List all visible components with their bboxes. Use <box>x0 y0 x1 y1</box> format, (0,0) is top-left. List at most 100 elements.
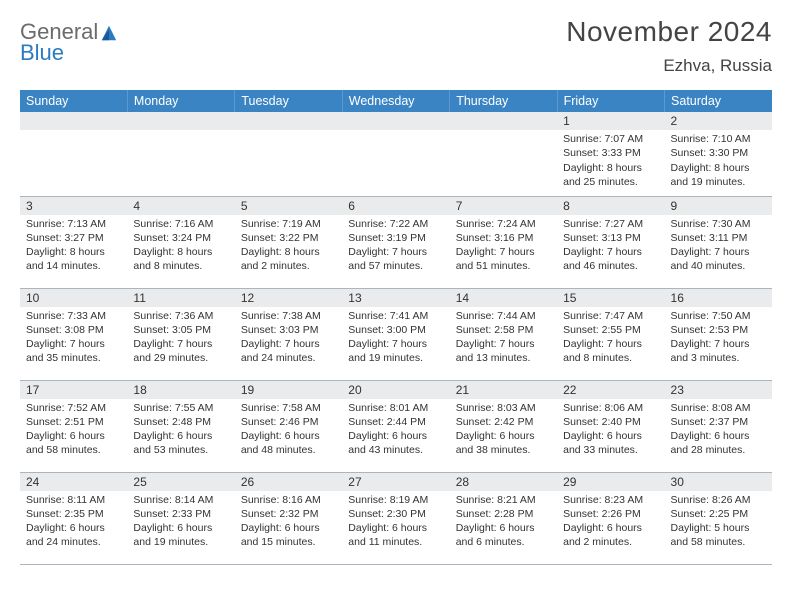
day-number: 8 <box>557 197 664 215</box>
calendar-cell: 6Sunrise: 7:22 AMSunset: 3:19 PMDaylight… <box>342 196 449 288</box>
weekday-header: Tuesday <box>235 90 342 112</box>
sunrise-line: Sunrise: 7:38 AM <box>241 309 336 323</box>
weekday-header: Friday <box>557 90 664 112</box>
weekday-header: Saturday <box>665 90 772 112</box>
calendar-cell <box>450 112 557 196</box>
daylight-line: Daylight: 7 hours and 57 minutes. <box>348 245 443 273</box>
day-number: 26 <box>235 473 342 491</box>
calendar-cell: 19Sunrise: 7:58 AMSunset: 2:46 PMDayligh… <box>235 380 342 472</box>
calendar-cell: 5Sunrise: 7:19 AMSunset: 3:22 PMDaylight… <box>235 196 342 288</box>
calendar-cell: 23Sunrise: 8:08 AMSunset: 2:37 PMDayligh… <box>665 380 772 472</box>
sunrise-line: Sunrise: 7:24 AM <box>456 217 551 231</box>
daylight-line: Daylight: 5 hours and 58 minutes. <box>671 521 766 549</box>
calendar-cell: 17Sunrise: 7:52 AMSunset: 2:51 PMDayligh… <box>20 380 127 472</box>
calendar-cell: 11Sunrise: 7:36 AMSunset: 3:05 PMDayligh… <box>127 288 234 380</box>
calendar-week: 3Sunrise: 7:13 AMSunset: 3:27 PMDaylight… <box>20 196 772 288</box>
day-number <box>450 112 557 130</box>
day-number: 28 <box>450 473 557 491</box>
calendar-cell: 21Sunrise: 8:03 AMSunset: 2:42 PMDayligh… <box>450 380 557 472</box>
calendar-cell: 24Sunrise: 8:11 AMSunset: 2:35 PMDayligh… <box>20 472 127 564</box>
calendar-week: 17Sunrise: 7:52 AMSunset: 2:51 PMDayligh… <box>20 380 772 472</box>
day-number: 22 <box>557 381 664 399</box>
day-body: Sunrise: 7:55 AMSunset: 2:48 PMDaylight:… <box>127 399 234 462</box>
day-body: Sunrise: 7:36 AMSunset: 3:05 PMDaylight:… <box>127 307 234 370</box>
sunrise-line: Sunrise: 8:21 AM <box>456 493 551 507</box>
day-number: 1 <box>557 112 664 130</box>
sunrise-line: Sunrise: 7:36 AM <box>133 309 228 323</box>
day-body: Sunrise: 8:16 AMSunset: 2:32 PMDaylight:… <box>235 491 342 554</box>
day-body: Sunrise: 7:52 AMSunset: 2:51 PMDaylight:… <box>20 399 127 462</box>
calendar-body: 1 Sunrise: 7:07 AMSunset: 3:33 PM Daylight… <box>20 112 772 564</box>
calendar-cell: 22Sunrise: 8:06 AMSunset: 2:40 PMDayligh… <box>557 380 664 472</box>
calendar-cell <box>127 112 234 196</box>
sunrise-line: Sunrise: 7:13 AM <box>26 217 121 231</box>
sunset-line: Sunset: 2:40 PM <box>563 415 658 429</box>
calendar-cell <box>235 112 342 196</box>
daylight-line: Daylight: 6 hours and 15 minutes. <box>241 521 336 549</box>
calendar-cell <box>20 112 127 196</box>
sunset-line: Sunset: 3:13 PM <box>563 231 658 245</box>
day-number: 3 <box>20 197 127 215</box>
sunset-line: Sunset: 3:16 PM <box>456 231 551 245</box>
day-number: 9 <box>665 197 772 215</box>
sunset-line: Sunset: 3:00 PM <box>348 323 443 337</box>
sunrise-line: Sunrise: 8:11 AM <box>26 493 121 507</box>
day-body: Sunrise: 7:58 AMSunset: 2:46 PMDaylight:… <box>235 399 342 462</box>
day-number: 12 <box>235 289 342 307</box>
calendar-cell: 4Sunrise: 7:16 AMSunset: 3:24 PMDaylight… <box>127 196 234 288</box>
sunset-line: Sunset: 2:53 PM <box>671 323 766 337</box>
sunset-line: Sunset: 2:32 PM <box>241 507 336 521</box>
calendar-cell: 13Sunrise: 7:41 AMSunset: 3:00 PMDayligh… <box>342 288 449 380</box>
calendar-cell: 8 Sunrise: 7:27 AMSunset: 3:13 PMDaylight… <box>557 196 664 288</box>
sunset-line: Sunset: 3:30 PM <box>671 146 766 160</box>
day-body: Sunrise: 7:10 AMSunset: 3:30 PMDaylight:… <box>665 130 772 193</box>
day-number: 23 <box>665 381 772 399</box>
day-number: 19 <box>235 381 342 399</box>
sunset-line: Sunset: 2:44 PM <box>348 415 443 429</box>
sunrise-line: Sunrise: 7:44 AM <box>456 309 551 323</box>
day-body: Sunrise: 7:24 AMSunset: 3:16 PMDaylight:… <box>450 215 557 278</box>
sunrise-line: Sunrise: 7:27 AM <box>563 217 658 231</box>
daylight-line: Daylight: 6 hours and 11 minutes. <box>348 521 443 549</box>
sunset-line: Sunset: 2:55 PM <box>563 323 658 337</box>
day-body: Sunrise: 7:19 AMSunset: 3:22 PMDaylight:… <box>235 215 342 278</box>
calendar-cell: 2Sunrise: 7:10 AMSunset: 3:30 PMDaylight… <box>665 112 772 196</box>
daylight-line: Daylight: 8 hours and 19 minutes. <box>671 161 766 189</box>
calendar-cell: 25Sunrise: 8:14 AMSunset: 2:33 PMDayligh… <box>127 472 234 564</box>
day-number: 24 <box>20 473 127 491</box>
day-number: 5 <box>235 197 342 215</box>
day-number: 4 <box>127 197 234 215</box>
day-number: 18 <box>127 381 234 399</box>
daylight-line: Daylight: 7 hours and 46 minutes. <box>563 245 658 273</box>
sunrise-line: Sunrise: 8:26 AM <box>671 493 766 507</box>
day-number: 16 <box>665 289 772 307</box>
sunrise-line: Sunrise: 7:19 AM <box>241 217 336 231</box>
daylight-line: Daylight: 6 hours and 19 minutes. <box>133 521 228 549</box>
sunrise-line: Sunrise: 7:07 AM <box>563 132 658 146</box>
daylight-line: Daylight: 7 hours and 29 minutes. <box>133 337 228 365</box>
sunrise-line: Sunrise: 7:22 AM <box>348 217 443 231</box>
day-number: 17 <box>20 381 127 399</box>
sunrise-line: Sunrise: 8:19 AM <box>348 493 443 507</box>
sunrise-line: Sunrise: 7:58 AM <box>241 401 336 415</box>
daylight-line: Daylight: 7 hours and 19 minutes. <box>348 337 443 365</box>
sunset-line: Sunset: 2:35 PM <box>26 507 121 521</box>
location: Ezhva, Russia <box>566 56 772 76</box>
calendar-cell: 9Sunrise: 7:30 AMSunset: 3:11 PMDaylight… <box>665 196 772 288</box>
calendar-cell: 14Sunrise: 7:44 AMSunset: 2:58 PMDayligh… <box>450 288 557 380</box>
sunrise-line: Sunrise: 8:08 AM <box>671 401 766 415</box>
sail-icon <box>100 24 118 42</box>
day-number: 25 <box>127 473 234 491</box>
daylight-line: Daylight: 7 hours and 35 minutes. <box>26 337 121 365</box>
day-number: 27 <box>342 473 449 491</box>
sunset-line: Sunset: 2:48 PM <box>133 415 228 429</box>
sunset-line: Sunset: 3:11 PM <box>671 231 766 245</box>
sunrise-line: Sunrise: 7:50 AM <box>671 309 766 323</box>
month-title: November 2024 <box>566 16 772 48</box>
day-number: 7 <box>450 197 557 215</box>
day-body: Sunrise: 8:06 AMSunset: 2:40 PMDaylight:… <box>557 399 664 462</box>
sunrise-line: Sunrise: 7:10 AM <box>671 132 766 146</box>
day-body: Sunrise: 8:14 AMSunset: 2:33 PMDaylight:… <box>127 491 234 554</box>
sunset-line: Sunset: 3:33 PM <box>563 146 658 160</box>
day-number: 20 <box>342 381 449 399</box>
